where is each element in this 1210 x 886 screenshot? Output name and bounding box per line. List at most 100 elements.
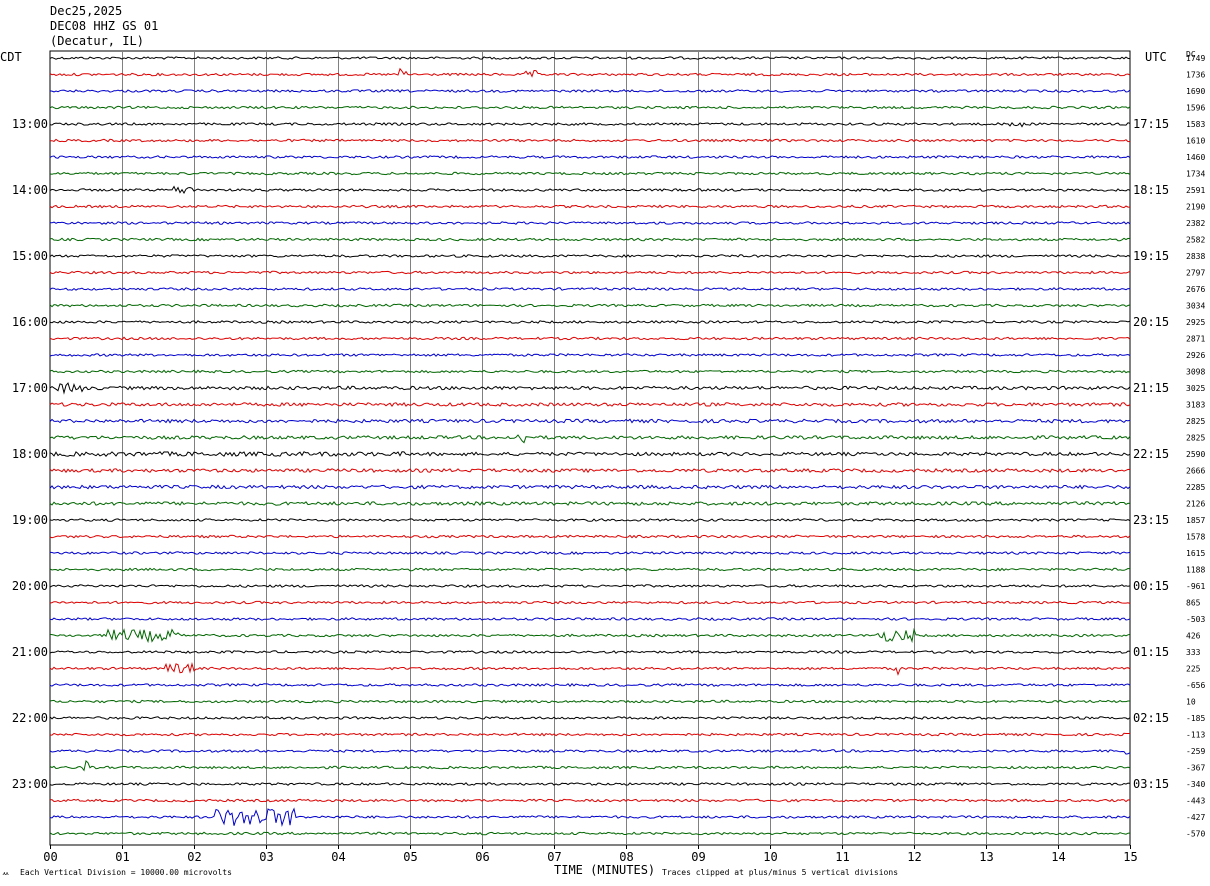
x-tick-label: 14	[1051, 850, 1065, 864]
cdt-hour-label: 15:00	[12, 249, 48, 263]
seismic-trace-20	[49, 369, 1131, 374]
cdt-hour-label: 14:00	[12, 183, 48, 197]
seismic-trace-45	[49, 782, 1131, 786]
header-location: (Decatur, IL)	[50, 34, 144, 48]
seismic-trace-47	[49, 807, 1131, 827]
dc-offset-label: 2825	[1186, 417, 1205, 426]
x-tick-label: 06	[475, 850, 489, 864]
cdt-hour-label: 19:00	[12, 513, 48, 527]
dc-offset-label: 1857	[1186, 516, 1205, 525]
dc-offset-label: 2582	[1186, 236, 1205, 245]
dc-offset-label: -656	[1186, 681, 1205, 690]
seismic-trace-46	[49, 798, 1131, 803]
utc-hour-label: 00:15	[1133, 579, 1169, 593]
seismic-trace-28	[49, 500, 1131, 506]
dc-offset-label: 2925	[1186, 318, 1205, 327]
dc-offset-label: 865	[1186, 599, 1201, 608]
dc-offset-label: 3183	[1186, 401, 1205, 410]
x-tick-label: 13	[979, 850, 993, 864]
x-tick-label: 01	[115, 850, 129, 864]
seismic-trace-13	[49, 254, 1131, 258]
seismic-trace-14	[49, 270, 1131, 275]
dc-offset-label: 2382	[1186, 219, 1205, 228]
dc-offset-label: 2590	[1186, 450, 1205, 459]
dc-offset-label: 1596	[1186, 104, 1205, 113]
dc-offset-label: -259	[1186, 747, 1205, 756]
dc-header-label: DC	[1186, 50, 1196, 59]
dc-offset-label: 2666	[1186, 467, 1205, 476]
x-tick-label: 09	[691, 850, 705, 864]
seismic-trace-10	[49, 204, 1130, 209]
dc-offset-label: 1610	[1186, 137, 1205, 146]
dc-offset-label: -961	[1186, 582, 1205, 591]
seismic-trace-2	[49, 67, 1131, 78]
seismic-trace-16	[49, 303, 1131, 308]
cdt-hour-label: 18:00	[12, 447, 48, 461]
dc-offset-label: 1460	[1186, 153, 1205, 162]
seismic-trace-24	[49, 434, 1131, 444]
utc-hour-label: 17:15	[1133, 117, 1169, 131]
cdt-hour-label: 17:00	[12, 381, 48, 395]
cdt-hour-label: 21:00	[12, 645, 48, 659]
right-timezone-label: UTC	[1145, 50, 1167, 64]
dc-offset-label: 2285	[1186, 483, 1205, 492]
seismic-trace-15	[49, 287, 1131, 291]
seismic-trace-36	[49, 627, 1131, 644]
x-tick-label: 07	[547, 850, 561, 864]
x-tick-label: 08	[619, 850, 633, 864]
dc-offset-label: -367	[1186, 764, 1205, 773]
x-tick-label: 11	[835, 850, 849, 864]
x-tick-label: 12	[907, 850, 921, 864]
utc-hour-label: 01:15	[1133, 645, 1169, 659]
dc-offset-label: -427	[1186, 813, 1205, 822]
x-tick-label: 10	[763, 850, 777, 864]
seismic-trace-19	[49, 353, 1131, 357]
dc-offset-label: 1734	[1186, 170, 1205, 179]
utc-hour-label: 19:15	[1133, 249, 1169, 263]
seismic-trace-48	[49, 831, 1131, 836]
seismic-trace-25	[49, 451, 1131, 457]
dc-offset-label: 2190	[1186, 203, 1205, 212]
seismic-trace-38	[49, 661, 1131, 676]
seismic-trace-22	[49, 402, 1131, 408]
utc-hour-label: 03:15	[1133, 777, 1169, 791]
seismic-trace-17	[49, 320, 1131, 324]
utc-hour-label: 23:15	[1133, 513, 1169, 527]
seismic-trace-26	[49, 467, 1131, 474]
seismic-trace-1	[49, 56, 1131, 60]
dc-offset-label: 1690	[1186, 87, 1205, 96]
seismic-trace-21	[49, 382, 1131, 395]
dc-offset-label: 2591	[1186, 186, 1205, 195]
seismic-trace-27	[49, 484, 1131, 490]
clip-note: Traces clipped at plus/minus 5 vertical …	[662, 868, 899, 877]
seismic-trace-30	[49, 534, 1131, 539]
seismic-trace-6	[49, 138, 1131, 143]
x-tick-label: 02	[187, 850, 201, 864]
seismic-trace-35	[49, 617, 1131, 621]
dc-offset-label: 2871	[1186, 335, 1205, 344]
x-tick-label: 00	[43, 850, 57, 864]
header-date: Dec25,2025	[50, 4, 123, 18]
dc-offset-label: -113	[1186, 731, 1205, 740]
seismic-trace-23	[49, 418, 1131, 424]
seismic-trace-9	[49, 185, 1131, 195]
seismic-trace-43	[49, 749, 1131, 755]
dc-offset-label: 1615	[1186, 549, 1205, 558]
dc-offset-label: 10	[1186, 698, 1196, 707]
seismic-trace-42	[49, 732, 1130, 737]
x-tick-label: 15	[1123, 850, 1137, 864]
seismic-trace-7	[49, 155, 1131, 159]
dc-offset-label: 2838	[1186, 252, 1205, 261]
dc-offset-label: 3025	[1186, 384, 1205, 393]
seismic-trace-34	[49, 600, 1131, 605]
plot-frame	[49, 50, 1131, 846]
left-timezone-label: CDT	[0, 50, 22, 64]
dc-offset-label: 1749	[1186, 54, 1205, 63]
utc-hour-label: 22:15	[1133, 447, 1169, 461]
utc-hour-label: 18:15	[1133, 183, 1169, 197]
dc-offset-label: -340	[1186, 780, 1205, 789]
utc-hour-label: 21:15	[1133, 381, 1169, 395]
dc-offset-label: 2676	[1186, 285, 1205, 294]
seismic-trace-44	[49, 760, 1131, 772]
dc-offset-label: -503	[1186, 615, 1205, 624]
